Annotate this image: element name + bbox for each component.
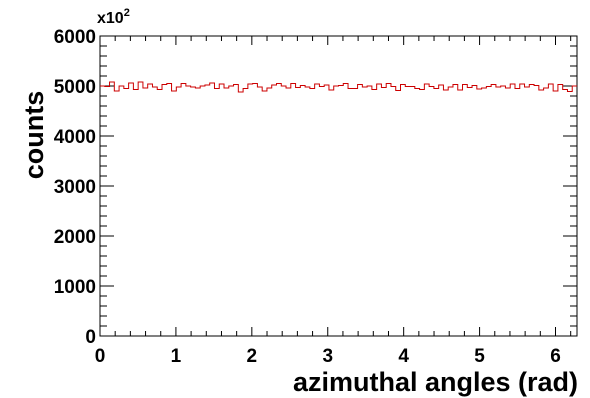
y-multiplier-exponent: 2 (124, 7, 130, 19)
y-multiplier-base: x10 (97, 10, 124, 27)
histogram-line (100, 81, 577, 93)
x-axis-title: azimuthal angles (rad) (293, 367, 578, 397)
y-tick-label: 3000 (54, 177, 96, 198)
x-tick-label: 6 (550, 346, 561, 367)
plot-frame (99, 35, 578, 337)
x-tick-label: 1 (171, 346, 182, 367)
x-tick-label: 3 (322, 346, 333, 367)
y-tick-label: 2000 (54, 227, 96, 248)
x-tick-label: 4 (398, 346, 409, 367)
y-tick-label: 4000 (54, 127, 96, 148)
y-tick-label: 1000 (54, 277, 96, 298)
x-tick-label: 2 (247, 346, 258, 367)
x-tick-label: 5 (474, 346, 485, 367)
x-tick-label: 0 (95, 346, 106, 367)
y-tick-label: 5000 (54, 77, 96, 98)
y-multiplier-label: x102 (97, 7, 130, 27)
y-tick-label: 6000 (54, 27, 96, 48)
y-axis-title: counts (19, 91, 49, 180)
y-tick-label: 0 (85, 327, 96, 348)
